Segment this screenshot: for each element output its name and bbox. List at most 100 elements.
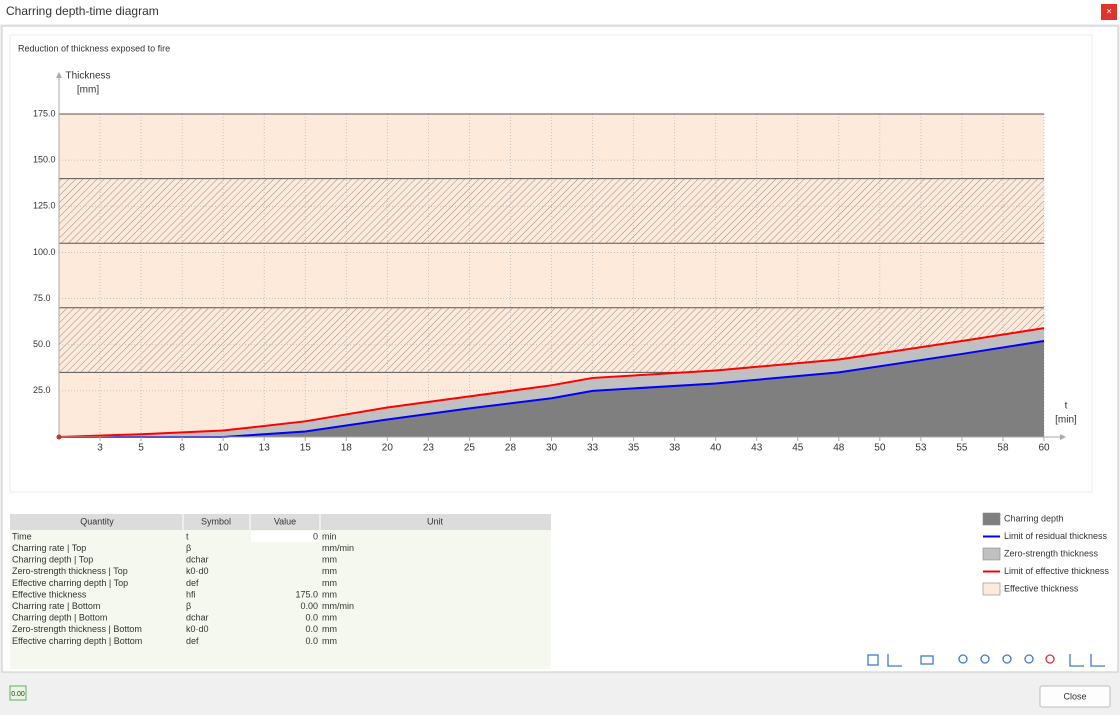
cell-value: 0.00 xyxy=(300,601,318,611)
tool-print[interactable] xyxy=(920,655,934,665)
cell-unit: mm xyxy=(322,566,337,576)
legend-label: Effective thickness xyxy=(1004,583,1079,593)
legend-label: Zero-strength thickness xyxy=(1004,548,1099,558)
x-tick-label: 5 xyxy=(138,443,144,454)
x-tick-label: 10 xyxy=(218,443,230,454)
tool-zoom3[interactable] xyxy=(1002,654,1012,664)
cell-quantity: Zero-strength thickness | Bottom xyxy=(12,624,142,634)
table-header: Symbol xyxy=(201,516,231,526)
x-tick-label: 20 xyxy=(382,443,394,454)
tool-reset[interactable] xyxy=(1045,654,1055,664)
cell-value: 0.0 xyxy=(305,624,318,634)
tool-view1[interactable] xyxy=(1069,654,1084,667)
close-button[interactable] xyxy=(1039,685,1111,708)
x-tick-label: 43 xyxy=(751,443,763,454)
toolbar xyxy=(867,654,1105,667)
x-tick-label: 8 xyxy=(179,443,185,454)
cell-symbol: β xyxy=(186,543,191,553)
x-tick-label: 40 xyxy=(710,443,722,454)
status-icon-label: 0.00 xyxy=(11,691,25,698)
tool-zoom1[interactable] xyxy=(958,654,968,664)
cell-unit: min xyxy=(322,531,337,541)
cell-unit: mm xyxy=(322,613,337,623)
y-tick-label: 75.0 xyxy=(33,293,51,303)
x-tick-label: 13 xyxy=(259,443,271,454)
cell-quantity: Charring rate | Bottom xyxy=(12,601,100,611)
cell-unit: mm xyxy=(322,636,337,646)
cell-symbol: dchar xyxy=(186,555,209,565)
y-axis-arrow xyxy=(56,72,62,78)
cell-symbol: def xyxy=(186,578,199,588)
y-axis-label: [mm] xyxy=(77,85,99,96)
legend-label: Charring depth xyxy=(1004,513,1064,523)
x-tick-label: 33 xyxy=(587,443,599,454)
x-tick-label: 53 xyxy=(915,443,927,454)
tool-zoom4[interactable] xyxy=(1024,654,1034,664)
cell-quantity: Effective charring depth | Bottom xyxy=(12,636,142,646)
table-header: Value xyxy=(274,516,296,526)
legend-swatch xyxy=(982,547,1001,561)
series-line xyxy=(58,327,1045,438)
thickness-layer xyxy=(59,114,1044,179)
cell-symbol: t xyxy=(186,531,189,541)
tool-view2[interactable] xyxy=(1090,654,1105,667)
charring-area xyxy=(59,341,1044,437)
cell-unit: mm xyxy=(322,555,337,565)
table-header: Quantity xyxy=(80,516,114,526)
tool-axis[interactable] xyxy=(887,654,902,667)
y-tick-label: 100.0 xyxy=(33,247,56,257)
title-bar xyxy=(0,0,1120,24)
y-tick-label: 150.0 xyxy=(33,155,56,165)
tool-zoom2[interactable] xyxy=(980,654,990,664)
cell-symbol: dchar xyxy=(186,613,209,623)
x-tick-label: 50 xyxy=(874,443,886,454)
table-header-bg xyxy=(10,514,551,530)
status-icon[interactable] xyxy=(9,685,27,701)
cell-quantity: Charring depth | Bottom xyxy=(12,613,107,623)
cell-symbol: def xyxy=(186,636,199,646)
legend-swatch xyxy=(982,512,1001,526)
cell-symbol: k0·d0 xyxy=(186,624,209,634)
x-tick-label: 38 xyxy=(669,443,681,454)
x-tick-label: 58 xyxy=(997,443,1009,454)
cell-unit: mm xyxy=(322,578,337,588)
x-tick-label: 35 xyxy=(628,443,640,454)
y-tick-label: 25.0 xyxy=(33,385,51,395)
cell-symbol: k0·d0 xyxy=(186,566,209,576)
cell-quantity: Charring depth | Top xyxy=(12,555,93,565)
close-glyph[interactable]: × xyxy=(1106,7,1112,18)
cell-quantity: Time xyxy=(12,531,32,541)
x-tick-label: 48 xyxy=(833,443,845,454)
close-box[interactable] xyxy=(1101,4,1117,20)
close-button-label[interactable]: Close xyxy=(1063,691,1086,701)
x-tick-label: 3 xyxy=(97,443,103,454)
y-tick-label: 50.0 xyxy=(33,339,51,349)
cell-unit: mm/min xyxy=(322,601,354,611)
cell-quantity: Charring rate | Top xyxy=(12,543,86,553)
x-tick-label: 45 xyxy=(792,443,804,454)
selected-cell[interactable] xyxy=(251,531,320,542)
x-tick-label: 23 xyxy=(423,443,435,454)
cell-quantity: Zero-strength thickness | Top xyxy=(12,566,128,576)
y-tick-label: 125.0 xyxy=(33,201,56,211)
cell-value: 175.0 xyxy=(295,589,318,599)
cell-unit: mm xyxy=(322,589,337,599)
chart-title: Reduction of thickness exposed to fire xyxy=(18,43,170,53)
y-tick-label: 175.0 xyxy=(33,108,56,118)
x-axis-label: [min] xyxy=(1055,415,1077,426)
legend-label: Limit of residual thickness xyxy=(1004,531,1108,541)
cell-value: 0.0 xyxy=(305,613,318,623)
x-tick-label: 28 xyxy=(505,443,517,454)
cell-symbol: hfi xyxy=(186,589,196,599)
tool-lock[interactable] xyxy=(867,654,879,666)
x-tick-label: 55 xyxy=(956,443,968,454)
cell-value: 0 xyxy=(313,531,318,541)
cell-quantity: Effective thickness xyxy=(12,589,87,599)
y-axis-label: Thickness xyxy=(65,71,110,82)
x-tick-label: 30 xyxy=(546,443,558,454)
cell-unit: mm/min xyxy=(322,543,354,553)
window-title: Charring depth-time diagram xyxy=(6,4,159,18)
x-axis-arrow xyxy=(1060,434,1066,440)
table-header: Unit xyxy=(427,516,444,526)
x-tick-label: 25 xyxy=(464,443,476,454)
